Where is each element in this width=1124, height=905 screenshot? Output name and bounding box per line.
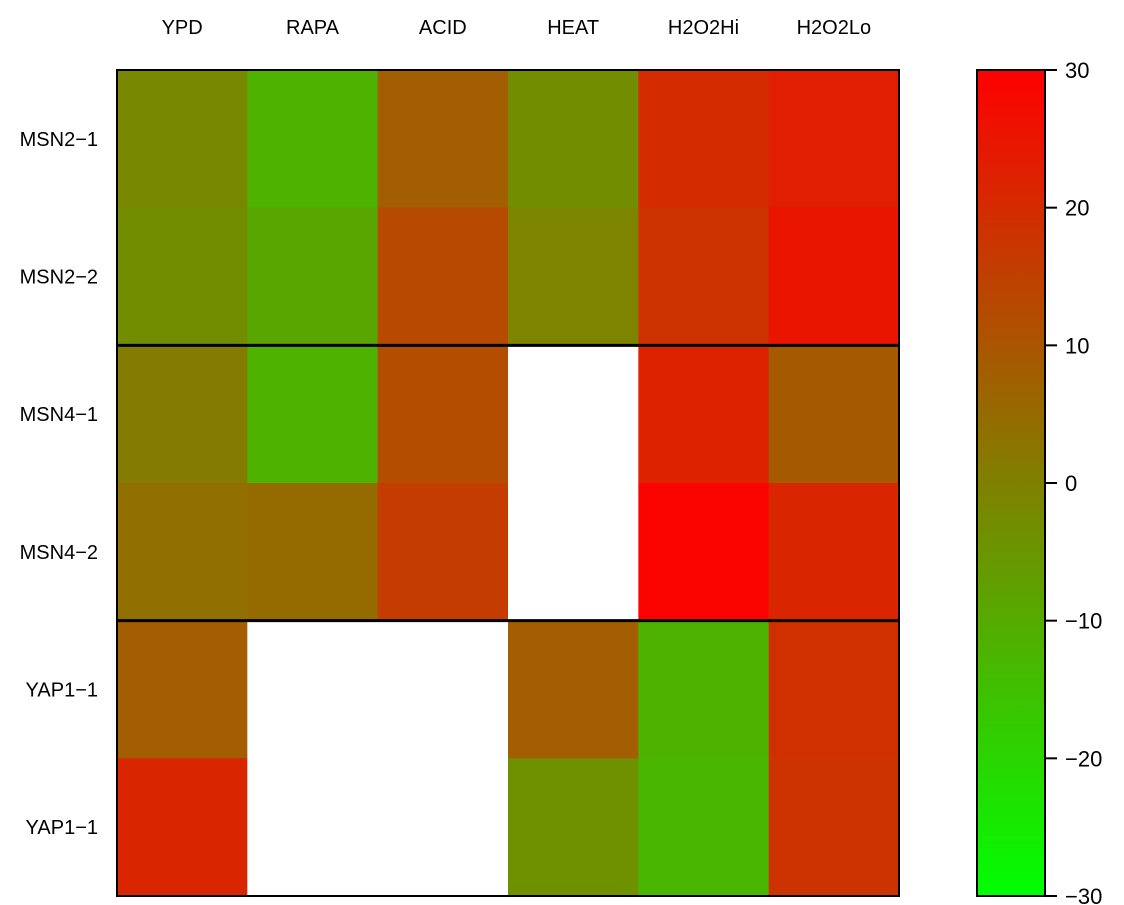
colorbar-tick-label: 20 — [1065, 196, 1089, 221]
column-label: YPD — [162, 17, 203, 39]
heatmap-cell — [638, 207, 770, 346]
heatmap-cell — [638, 483, 770, 622]
heatmap-cell — [768, 70, 900, 209]
colorbar-tick-label: −20 — [1065, 746, 1102, 771]
row-label: MSN4−2 — [20, 542, 98, 564]
colorbar-ticks: 30 20 10 0 −10 −20 −30 — [1045, 58, 1102, 905]
heatmap-cell — [247, 758, 379, 897]
colorbar-tick-label: −10 — [1065, 609, 1102, 634]
heatmap-cell — [247, 345, 379, 484]
heatmap-cell — [377, 70, 509, 209]
heatmap-cell — [117, 758, 248, 897]
heatmap-cell — [638, 620, 770, 759]
column-label: HEAT — [547, 17, 599, 39]
colorbar-tick-label: 30 — [1065, 58, 1089, 83]
heatmap-cell — [247, 207, 379, 346]
colorbar-gradient — [976, 69, 1046, 897]
colorbar-tick-label: 10 — [1065, 333, 1089, 358]
heatmap-cell — [377, 345, 509, 484]
heatmap-cell — [117, 207, 248, 346]
heatmap-cell — [508, 758, 639, 897]
column-labels: YPD RAPA ACID HEAT H2O2Hi H2O2Lo — [162, 17, 871, 39]
column-label: RAPA — [286, 17, 340, 39]
heatmap-cell — [508, 207, 639, 346]
heatmap-cell — [638, 758, 770, 897]
heatmap-cell — [768, 620, 900, 759]
row-label: MSN2−1 — [20, 129, 98, 151]
heatmap-cell — [508, 345, 639, 484]
heatmap-cell — [117, 70, 248, 209]
heatmap-cell — [768, 207, 900, 346]
row-label: MSN2−2 — [20, 267, 98, 289]
colorbar-legend: 30 20 10 0 −10 −20 −30 — [976, 58, 1102, 905]
heatmap-cell — [377, 620, 509, 759]
heatmap-cell — [638, 345, 770, 484]
heatmap-cell — [377, 758, 509, 897]
heatmap-cell — [117, 483, 248, 622]
heatmap-cell — [247, 483, 379, 622]
heatmap-cell — [117, 620, 248, 759]
row-label: YAP1−1 — [26, 680, 98, 702]
row-labels: MSN2−1 MSN2−2 MSN4−1 MSN4−2 YAP1−1 YAP1−1 — [20, 129, 98, 839]
group-separators — [117, 343, 899, 623]
row-label: MSN4−1 — [20, 404, 98, 426]
heatmap-cell — [638, 70, 770, 209]
plot-frame — [116, 69, 900, 897]
heatmap-cell — [377, 207, 509, 346]
heatmap-cell — [508, 483, 639, 622]
heatmap-cell — [768, 345, 900, 484]
heatmap-cell — [508, 70, 639, 209]
heatmap-cell — [247, 620, 379, 759]
colorbar-tick-label: −30 — [1065, 884, 1102, 905]
heatmap-cells — [117, 70, 900, 897]
heatmap-cell — [508, 620, 639, 759]
column-label: H2O2Hi — [668, 17, 739, 39]
heatmap-cell — [117, 345, 248, 484]
column-label: ACID — [419, 17, 467, 39]
heatmap-cell — [768, 758, 900, 897]
colorbar-tick-label: 0 — [1065, 471, 1077, 496]
heatmap-cell — [247, 70, 379, 209]
column-label: H2O2Lo — [797, 17, 872, 39]
heatmap-cell — [377, 483, 509, 622]
row-label: YAP1−1 — [26, 817, 98, 839]
heatmap-cell — [768, 483, 900, 622]
